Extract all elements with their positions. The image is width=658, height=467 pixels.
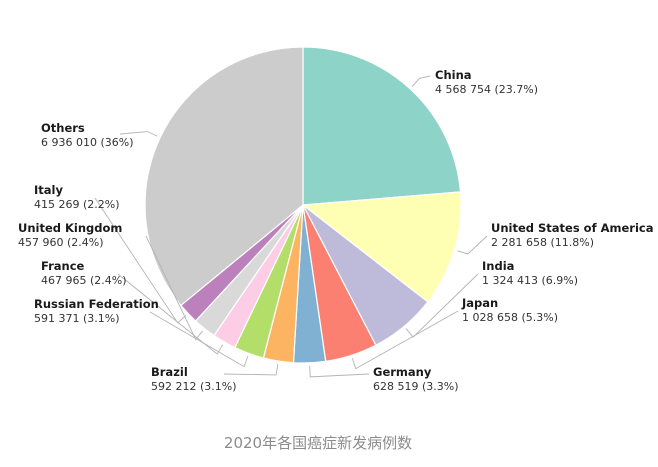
slice-label-value-brazil: 592 212 (3.1%) [151, 380, 237, 393]
pie-slice-others [144, 46, 304, 307]
leader-line-germany [309, 365, 370, 378]
slice-label-name-france: France [41, 259, 85, 273]
slice-label-name-italy: Italy [34, 183, 63, 197]
slice-label-name-japan: Japan [461, 296, 498, 310]
leader-line-india [405, 273, 479, 338]
slice-label-value-russian-federation: 591 371 (3.1%) [34, 312, 120, 325]
leader-line-brazil [223, 363, 279, 376]
leader-line-united-kingdom [145, 235, 204, 341]
chart-caption: 2020年各国癌症新发病例数 [224, 434, 412, 452]
slice-label-value-japan: 1 028 658 (5.3%) [462, 311, 558, 324]
slice-label-name-united-kingdom: United Kingdom [18, 221, 122, 235]
pie-slice-united-states-of-america [301, 191, 462, 303]
slice-label-name-russian-federation: Russian Federation [34, 297, 159, 311]
leader-line-italy [94, 197, 187, 324]
slice-label-value-italy: 415 269 (2.2%) [34, 198, 120, 211]
pie-slices [144, 46, 462, 364]
leader-line-china [411, 75, 431, 87]
slice-label-name-china: China [435, 68, 472, 82]
slice-label-value-india: 1 324 413 (6.9%) [482, 274, 578, 287]
slice-label-value-china: 4 568 754 (23.7%) [435, 83, 538, 96]
leader-line-others [119, 131, 158, 137]
leader-line-france [117, 273, 224, 355]
slice-label-value-others: 6 936 010 (36%) [41, 136, 134, 149]
slice-label-value-united-states-of-america: 2 281 658 (11.8%) [491, 236, 594, 249]
leader-line-japan [351, 310, 459, 370]
slice-label-name-india: India [482, 259, 514, 273]
pie-slice-china [302, 46, 462, 206]
slice-label-name-others: Others [41, 121, 85, 135]
slice-label-value-united-kingdom: 457 960 (2.4%) [18, 236, 104, 249]
slice-label-value-france: 467 965 (2.4%) [41, 274, 127, 287]
slice-label-value-germany: 628 519 (3.3%) [373, 380, 459, 393]
slice-label-name-germany: Germany [373, 365, 432, 379]
leader-lines [94, 75, 488, 378]
slice-label-name-brazil: Brazil [151, 365, 188, 379]
leader-line-united-states-of-america [457, 235, 488, 255]
slice-label-name-united-states-of-america: United States of America [491, 221, 653, 235]
leader-line-russian-federation [149, 311, 249, 368]
